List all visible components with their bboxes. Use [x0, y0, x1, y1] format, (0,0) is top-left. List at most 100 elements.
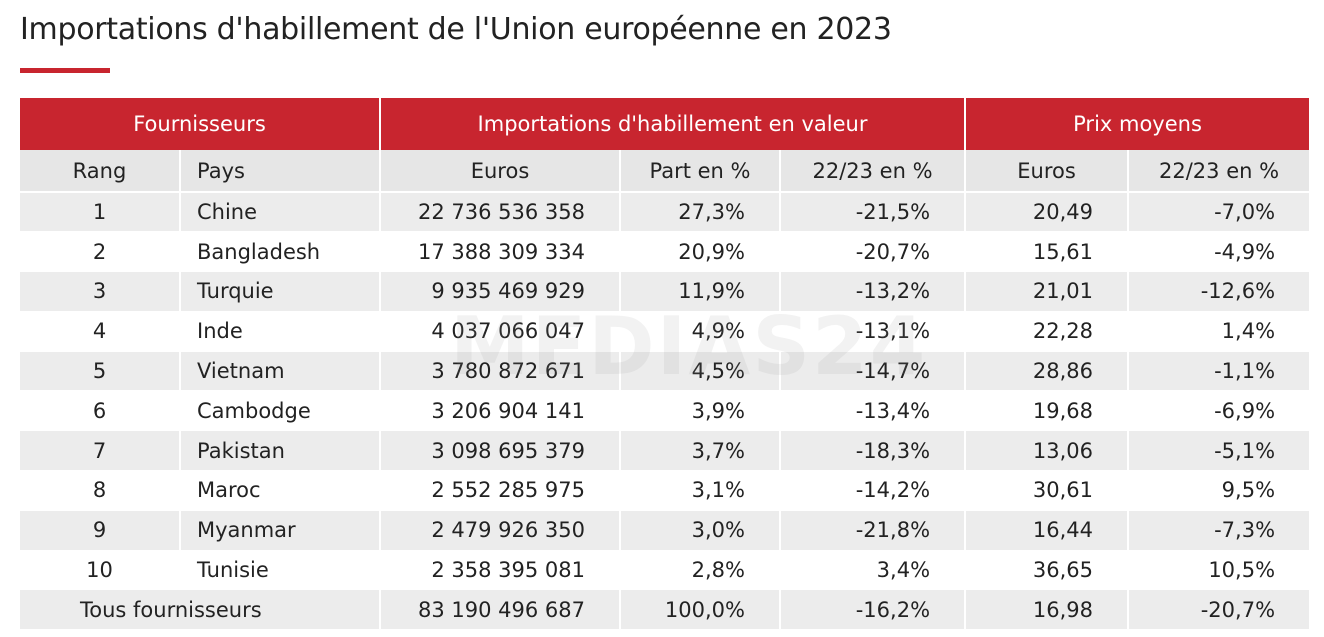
table-row: 5 Vietnam 3 780 872 671 4,5% -14,7% 28,86 -1,1…: [20, 351, 1312, 392]
data-table: Fournisseurs Importations d'habillement …: [20, 98, 1312, 631]
table-cell: 4: [20, 311, 181, 352]
table-cell: 4,5%: [620, 351, 781, 392]
table-cell: 2: [20, 231, 181, 273]
total-cell: 83 190 496 687: [380, 589, 621, 631]
group-header: Fournisseurs: [20, 98, 381, 150]
table-cell: 19,68: [965, 390, 1130, 432]
table-cell: 8: [20, 470, 181, 511]
column-header: Pays: [180, 150, 381, 193]
table-cell: 17 388 309 334: [380, 231, 621, 273]
table-cell: Chine: [180, 192, 381, 233]
table-cell: 2,8%: [620, 550, 781, 591]
table-cell: 20,49: [965, 192, 1130, 233]
table-cell: 10,5%: [1128, 550, 1312, 591]
table-cell: 9 935 469 929: [380, 271, 621, 312]
table-cell: Turquie: [180, 271, 381, 312]
title: Importations d'habillement de l'Union eu…: [20, 12, 892, 47]
table-cell: 3,4%: [780, 550, 967, 591]
column-header: Rang: [20, 150, 181, 193]
total-row: Tous fournisseurs 83 190 496 687 100,0% -16…: [20, 589, 1312, 631]
group-header: Importations d'habillement en valeur: [380, 98, 967, 150]
column-header: Euros: [965, 150, 1130, 193]
total-cell: 100,0%: [620, 589, 781, 631]
table-cell: -20,7%: [780, 231, 967, 273]
table-cell: Pakistan: [180, 430, 381, 472]
table-cell: 1,4%: [1128, 311, 1312, 352]
table-row: 6 Cambodge 3 206 904 141 3,9% -13,4% 19,68 -6,…: [20, 390, 1312, 432]
table-cell: -4,9%: [1128, 231, 1312, 273]
table-cell: -6,9%: [1128, 390, 1312, 432]
table-cell: 10: [20, 550, 181, 591]
table-cell: 16,44: [965, 510, 1130, 551]
table-cell: Bangladesh: [180, 231, 381, 273]
table-cell: 4,9%: [620, 311, 781, 352]
table-cell: -21,8%: [780, 510, 967, 551]
table-cell: 6: [20, 390, 181, 432]
table-cell: Maroc: [180, 470, 381, 511]
table-cell: 22,28: [965, 311, 1130, 352]
table-cell: 22 736 536 358: [380, 192, 621, 233]
table-cell: 3,0%: [620, 510, 781, 551]
table-cell: 20,9%: [620, 231, 781, 273]
table-body: 1 Chine 22 736 536 358 27,3% -21,5% 20,49 -7,0…: [20, 192, 1312, 631]
table-row: 1 Chine 22 736 536 358 27,3% -21,5% 20,49 -7,0…: [20, 192, 1312, 233]
table-cell: 3,7%: [620, 430, 781, 472]
column-header: 22/23 en %: [780, 150, 967, 193]
column-header: Euros: [380, 150, 621, 193]
table-cell: 2 358 395 081: [380, 550, 621, 591]
total-cell: -16,2%: [780, 589, 967, 631]
table-cell: 5: [20, 351, 181, 392]
table-row: 9 Myanmar 2 479 926 350 3,0% -21,8% 16,44 -7,3…: [20, 510, 1312, 551]
table-cell: -7,3%: [1128, 510, 1312, 551]
table-cell: -14,7%: [780, 351, 967, 392]
table-row: 4 Inde 4 037 066 047 4,9% -13,1% 22,28 1,4%: [20, 311, 1312, 352]
table-row: 3 Turquie 9 935 469 929 11,9% -13,2% 21,01 -12…: [20, 271, 1312, 312]
table-cell: -21,5%: [780, 192, 967, 233]
title-underline: [20, 68, 110, 73]
table-cell: Cambodge: [180, 390, 381, 432]
table-cell: 30,61: [965, 470, 1130, 511]
group-header-row: Fournisseurs Importations d'habillement …: [20, 98, 1312, 150]
table-cell: -13,4%: [780, 390, 967, 432]
table-cell: 21,01: [965, 271, 1130, 312]
table-cell: -13,1%: [780, 311, 967, 352]
table-cell: 11,9%: [620, 271, 781, 312]
table-row: 7 Pakistan 3 098 695 379 3,7% -18,3% 13,06 -5,…: [20, 430, 1312, 472]
table-cell: 4 037 066 047: [380, 311, 621, 352]
table-cell: -14,2%: [780, 470, 967, 511]
total-cell: -20,7%: [1128, 589, 1312, 631]
table-cell: 3,1%: [620, 470, 781, 511]
table-cell: 28,86: [965, 351, 1130, 392]
column-header: 22/23 en %: [1128, 150, 1312, 193]
table-cell: 3: [20, 271, 181, 312]
table-cell: 3 098 695 379: [380, 430, 621, 472]
table-cell: 15,61: [965, 231, 1130, 273]
table-cell: Vietnam: [180, 351, 381, 392]
table-cell: 3 206 904 141: [380, 390, 621, 432]
table-cell: 2 552 285 975: [380, 470, 621, 511]
table-cell: 2 479 926 350: [380, 510, 621, 551]
table-cell: 9: [20, 510, 181, 551]
table-row: 10 Tunisie 2 358 395 081 2,8% 3,4% 36,65 10,5%: [20, 550, 1312, 591]
table-cell: 36,65: [965, 550, 1130, 591]
total-cell: 16,98: [965, 589, 1130, 631]
table-row: 2 Bangladesh 17 388 309 334 20,9% -20,7% 15,6…: [20, 231, 1312, 273]
table-row: 8 Maroc 2 552 285 975 3,1% -14,2% 30,61 9,5%: [20, 470, 1312, 511]
table-cell: -18,3%: [780, 430, 967, 472]
table-cell: -1,1%: [1128, 351, 1312, 392]
table-cell: Tunisie: [180, 550, 381, 591]
table-cell: -13,2%: [780, 271, 967, 312]
table-cell: 3,9%: [620, 390, 781, 432]
table-cell: 3 780 872 671: [380, 351, 621, 392]
table-cell: 9,5%: [1128, 470, 1312, 511]
table-cell: 1: [20, 192, 181, 233]
table-cell: 7: [20, 430, 181, 472]
table-cell: -12,6%: [1128, 271, 1312, 312]
table-cell: -5,1%: [1128, 430, 1312, 472]
group-header: Prix moyens: [965, 98, 1312, 150]
table-cell: 27,3%: [620, 192, 781, 233]
table-cell: Myanmar: [180, 510, 381, 551]
table-cell: -7,0%: [1128, 192, 1312, 233]
table-cell: 13,06: [965, 430, 1130, 472]
